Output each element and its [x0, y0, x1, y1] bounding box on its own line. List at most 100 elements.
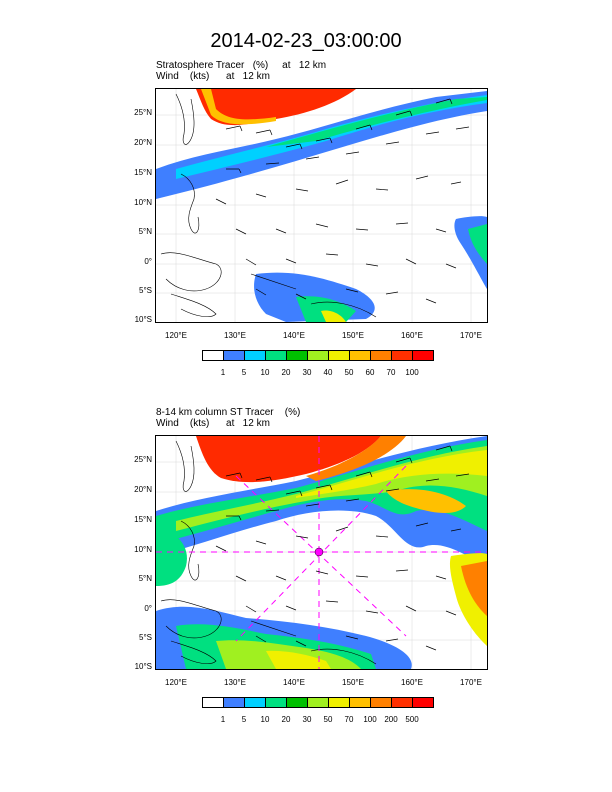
colorbar-box	[412, 350, 434, 361]
panel1-tracer-east-inner	[468, 224, 487, 264]
colorbar-box	[244, 697, 266, 708]
panel2-tracer-band-core	[296, 450, 487, 498]
panel1-colorbar-labels: 1 5 10 20 30 40 50 60 70 100	[0, 368, 612, 378]
panel2-lat-0: 0°	[144, 604, 152, 613]
panel1-title-line2: Wind (kts) at 12 km	[156, 71, 270, 82]
panel1-lon-130e: 130°E	[224, 331, 246, 340]
panel2-lat-10s: 10°S	[134, 662, 152, 671]
panel1-lon-140e: 140°E	[283, 331, 305, 340]
colorbar-box	[307, 697, 329, 708]
panel2-storm-center-marker	[314, 547, 324, 557]
panel2-tracer-high	[196, 436, 381, 483]
colorbar-label: 50	[323, 715, 333, 724]
panel2-map-svg	[156, 436, 487, 669]
panel2-wind-barbs	[215, 445, 470, 651]
colorbar-box	[370, 697, 392, 708]
panel1-wind-barbs	[215, 98, 470, 304]
colorbar-box	[307, 350, 329, 361]
panel1-lon-150e: 150°E	[342, 331, 364, 340]
colorbar-box	[349, 350, 371, 361]
colorbar-box	[286, 697, 308, 708]
colorbar-box	[244, 350, 266, 361]
panel1-map-svg	[156, 89, 487, 322]
panel1-tracer-south-inner	[296, 296, 356, 322]
colorbar-label: 500	[405, 715, 419, 724]
colorbar-label: 1	[220, 368, 226, 377]
colorbar-label: 40	[323, 368, 333, 377]
colorbar-label: 50	[344, 368, 354, 377]
panel2-lat-25n: 25°N	[134, 455, 152, 464]
panel1-lat-5s: 5°S	[139, 286, 152, 295]
colorbar-box	[202, 350, 224, 361]
panel2-lon-140e: 140°E	[283, 678, 305, 687]
panel2-lat-5n: 5°N	[138, 574, 152, 583]
panel2-lon-160e: 160°E	[401, 678, 423, 687]
colorbar-label: 1	[220, 715, 226, 724]
panel1-tracer-high	[196, 89, 356, 126]
colorbar-box	[202, 697, 224, 708]
panel2-tracer-west	[156, 526, 187, 586]
panel2-lon-150e: 150°E	[342, 678, 364, 687]
colorbar-label: 5	[241, 368, 247, 377]
panel1-tracer-south-core	[321, 310, 346, 322]
colorbar-label: 20	[281, 368, 291, 377]
panel1-lon-170e: 170°E	[460, 331, 482, 340]
panel2-lon-170e: 170°E	[460, 678, 482, 687]
panel1-lat-10n: 10°N	[134, 198, 152, 207]
colorbar-label: 30	[302, 715, 312, 724]
panel2-lat-15n: 15°N	[134, 515, 152, 524]
panel2-lat-5s: 5°S	[139, 633, 152, 642]
panel1-lat-25n: 25°N	[134, 108, 152, 117]
panel1-colorbar	[202, 350, 434, 361]
panel2-colorbar-labels: 1 5 10 20 30 50 70 100 200 500	[0, 715, 612, 725]
panel1-title-line1: Stratosphere Tracer (%) at 12 km	[156, 60, 327, 71]
panel2-map	[155, 435, 488, 670]
panel2-tracer-high-edge	[306, 436, 406, 481]
panel1-tracer-high-edge	[201, 89, 276, 125]
colorbar-box	[265, 697, 287, 708]
colorbar-box	[349, 697, 371, 708]
colorbar-label: 100	[363, 715, 377, 724]
panel1-lat-20n: 20°N	[134, 138, 152, 147]
colorbar-label: 30	[302, 368, 312, 377]
panel1-lat-15n: 15°N	[134, 168, 152, 177]
panel2-tracer-band-hot	[386, 489, 466, 513]
figure-title: 2014-02-23_03:00:00	[210, 30, 402, 52]
panel2-title-line1: 8-14 km column ST Tracer (%)	[156, 407, 301, 418]
panel1-lon-120e: 120°E	[165, 331, 187, 340]
colorbar-label: 200	[384, 715, 398, 724]
colorbar-box	[328, 350, 350, 361]
colorbar-label: 70	[386, 368, 396, 377]
colorbar-box	[286, 350, 308, 361]
panel2-title-line2: Wind (kts) at 12 km	[156, 418, 270, 429]
panel2-lat-20n: 20°N	[134, 485, 152, 494]
colorbar-label: 5	[241, 715, 247, 724]
panel2-lon-130e: 130°E	[224, 678, 246, 687]
panel2-tracer-south-core	[266, 650, 331, 669]
panel2-lon-120e: 120°E	[165, 678, 187, 687]
panel2-coastlines	[160, 440, 377, 665]
colorbar-box	[412, 697, 434, 708]
colorbar-label: 10	[260, 715, 270, 724]
panel1-tracer-band-core	[266, 97, 487, 147]
colorbar-box	[265, 350, 287, 361]
colorbar-box	[328, 697, 350, 708]
colorbar-label: 10	[260, 368, 270, 377]
colorbar-label: 100	[405, 368, 419, 377]
panel1-lat-10s: 10°S	[134, 315, 152, 324]
panel2-lat-10n: 10°N	[134, 545, 152, 554]
colorbar-label: 20	[281, 715, 291, 724]
panel1-lat-5n: 5°N	[138, 227, 152, 236]
panel1-coastlines	[160, 93, 377, 318]
colorbar-box	[391, 350, 413, 361]
colorbar-box	[223, 697, 245, 708]
colorbar-box	[391, 697, 413, 708]
colorbar-box	[223, 350, 245, 361]
panel1-map	[155, 88, 488, 323]
colorbar-label: 70	[344, 715, 354, 724]
colorbar-box	[370, 350, 392, 361]
panel2-tracer-east-inner	[461, 561, 487, 616]
panel1-lat-0: 0°	[144, 257, 152, 266]
panel2-colorbar	[202, 697, 434, 708]
colorbar-label: 60	[365, 368, 375, 377]
